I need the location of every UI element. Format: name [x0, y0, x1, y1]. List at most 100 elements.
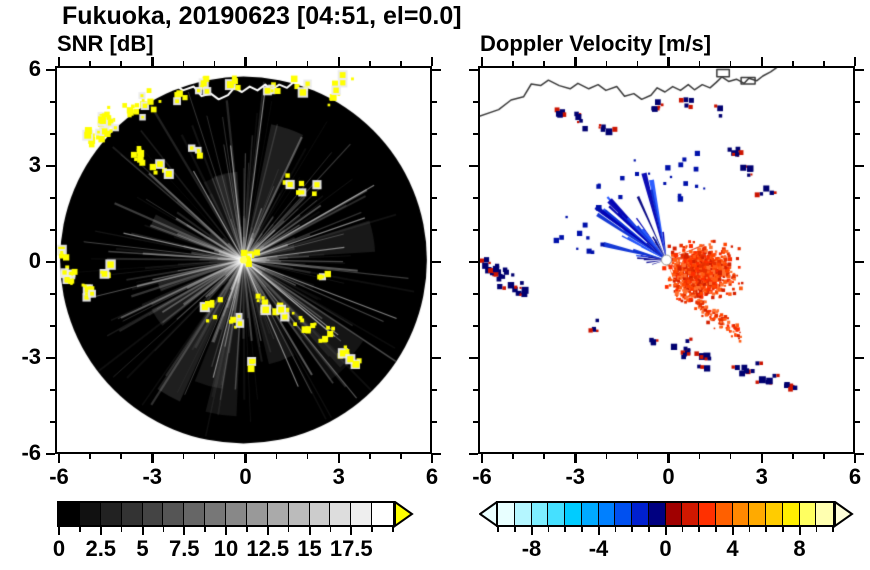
- colorbar-minor-tick: [162, 527, 165, 532]
- snr-plot: -6 -6 -3 -3 0 0 3 3 6 6: [21, 57, 441, 488]
- axis-tick-left: [473, 325, 478, 327]
- axis-tick-left: [469, 356, 478, 360]
- colorbar-minor-tick: [371, 527, 373, 532]
- axis-tick-left: [50, 101, 55, 103]
- axis-tick-top: [275, 61, 278, 66]
- colorbar-minor-tick: [497, 527, 499, 532]
- x-tick-label: 3: [755, 464, 768, 489]
- colorbar-tick-label: 4: [726, 536, 739, 561]
- axis-tick-left: [473, 197, 478, 199]
- colorbar-segment: [100, 503, 122, 525]
- colorbar-segment: [699, 503, 716, 525]
- x-tick-label: -3: [565, 464, 586, 489]
- colorbar-major-tick: [798, 527, 801, 535]
- axis-tick-right: [432, 325, 437, 327]
- colorbar-major-tick: [350, 527, 353, 535]
- axis-tick-bottom: [369, 454, 371, 459]
- colorbar-major-tick: [664, 527, 667, 535]
- colorbar-major-tick: [58, 527, 60, 535]
- axis-tick-left: [46, 260, 55, 264]
- axis-tick-right: [855, 68, 864, 72]
- axis-tick-top: [853, 57, 857, 66]
- axis-tick-top: [729, 61, 732, 66]
- axis-tick-right: [432, 260, 441, 264]
- colorbar-minor-tick: [547, 527, 549, 532]
- figure-title: Fukuoka, 20190623 [04:51, el=0.0]: [62, 2, 462, 30]
- colorbar-over-arrow: [394, 501, 414, 528]
- axis-tick-top: [89, 61, 91, 66]
- colorbar-major-tick: [266, 527, 269, 535]
- axis-tick-left: [46, 452, 55, 456]
- axis-tick-bottom: [275, 454, 278, 459]
- colorbar-tick-label: -4: [588, 536, 609, 561]
- colorbar-minor-tick: [204, 527, 206, 532]
- colorbar-minor-tick: [832, 527, 834, 532]
- colorbar-minor-tick: [581, 527, 583, 532]
- axis-tick-bottom: [430, 454, 434, 463]
- doppler-panel-title: Doppler Velocity [m/s]: [480, 31, 712, 56]
- axis-tick-left: [473, 133, 478, 135]
- axis-tick-top: [636, 61, 639, 66]
- colorbar-major-tick: [308, 527, 311, 535]
- colorbar-minor-tick: [631, 527, 633, 532]
- axis-tick-right: [432, 421, 437, 423]
- colorbar-minor-tick: [715, 527, 717, 532]
- colorbar-minor-tick: [782, 527, 784, 532]
- colorbar-body: [496, 501, 835, 527]
- axis-tick-left: [469, 452, 478, 456]
- colorbar-minor-tick: [748, 527, 750, 532]
- axis-tick-left: [50, 229, 55, 231]
- axis-tick-bottom: [57, 454, 61, 463]
- colorbar-segment: [309, 503, 331, 525]
- colorbar-segment: [682, 503, 699, 525]
- colorbar-minor-tick: [287, 527, 290, 532]
- axis-tick-right: [855, 197, 860, 199]
- colorbar-segment: [715, 503, 733, 525]
- colorbar-major-tick: [225, 527, 227, 535]
- colorbar-major-tick: [731, 527, 734, 535]
- colorbar-segment: [816, 503, 833, 525]
- colorbar-segment: [246, 503, 268, 525]
- axis-tick-top: [337, 57, 340, 66]
- axis-tick-left: [50, 389, 55, 391]
- colorbar-segment: [330, 503, 352, 525]
- axis-tick-right: [432, 389, 437, 391]
- x-tick-label: 6: [425, 464, 439, 489]
- axis-tick-right: [855, 229, 860, 231]
- colorbar-segment: [351, 503, 373, 525]
- colorbar-minor-tick: [392, 527, 394, 532]
- colorbar-minor-tick: [698, 527, 700, 532]
- colorbar-over-arrow: [834, 501, 854, 528]
- colorbar-segment: [288, 503, 310, 525]
- axis-tick-bottom: [120, 454, 122, 459]
- axis-tick-bottom: [698, 454, 701, 459]
- axis-tick-left: [50, 325, 55, 327]
- axis-tick-bottom: [574, 454, 577, 463]
- x-tick-label: 3: [332, 464, 345, 489]
- colorbar-segment: [184, 503, 206, 525]
- colorbar-major-tick: [530, 527, 533, 535]
- colorbar-segment: [531, 503, 549, 525]
- colorbar-segment: [226, 503, 247, 525]
- axis-tick-right: [855, 452, 864, 456]
- axis-tick-right: [432, 133, 437, 135]
- x-tick-label: 0: [239, 464, 252, 489]
- axis-tick-bottom: [213, 454, 216, 459]
- axis-tick-bottom: [89, 454, 91, 459]
- axis-tick-top: [120, 61, 122, 66]
- colorbar-segment: [648, 503, 666, 525]
- colorbar-minor-tick: [815, 527, 817, 532]
- colorbar-tick-label: 17.5: [329, 536, 373, 561]
- axis-tick-top: [605, 61, 608, 66]
- colorbar-minor-tick: [681, 527, 683, 532]
- colorbar-segment: [749, 503, 766, 525]
- axis-tick-right: [432, 452, 441, 456]
- colorbar-segment: [565, 503, 582, 525]
- colorbar-tick-label: 2.5: [85, 536, 117, 561]
- axis-tick-left: [50, 197, 55, 199]
- axis-tick-bottom: [151, 454, 154, 463]
- x-tick-label: 0: [662, 464, 675, 489]
- colorbar-minor-tick: [765, 527, 767, 532]
- axis-tick-left: [473, 229, 478, 231]
